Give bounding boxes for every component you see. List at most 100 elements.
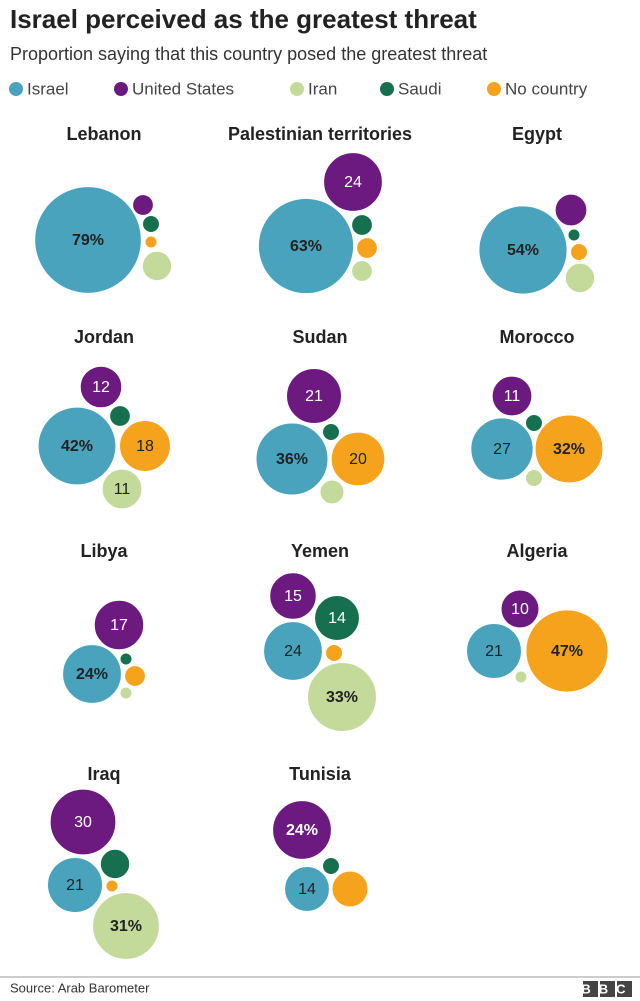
bubble (525, 469, 543, 487)
chart-title: Israel perceived as the greatest threat (10, 4, 477, 34)
panel-title: Tunisia (289, 764, 352, 784)
bubble (269, 572, 317, 620)
value-label: 30 (74, 814, 92, 831)
bubble (124, 665, 146, 687)
bubble (257, 197, 355, 295)
bubble (534, 414, 604, 484)
value-label: 32% (553, 441, 585, 458)
bubble (567, 228, 581, 242)
panel-title: Yemen (291, 541, 349, 561)
bubble (554, 193, 588, 227)
bubble (109, 405, 131, 427)
value-label: 20 (349, 451, 367, 468)
bubble (307, 662, 377, 732)
bubble (119, 652, 133, 666)
bubble (570, 243, 588, 261)
bubble (255, 422, 329, 496)
bubble (47, 857, 103, 913)
bubble (99, 848, 131, 880)
legend-label: Iran (308, 79, 337, 98)
bubble (37, 406, 117, 486)
bubble (144, 235, 158, 249)
value-label: 12 (92, 379, 110, 396)
value-label: 33% (326, 689, 358, 706)
value-label: 24 (344, 174, 362, 191)
bubble (466, 623, 522, 679)
bubble (323, 152, 383, 212)
bubble (101, 468, 143, 510)
bubble (284, 866, 330, 912)
value-label: 21 (66, 877, 84, 894)
bubble (525, 414, 543, 432)
brand: BBC (581, 981, 633, 996)
value-label: 21 (305, 388, 323, 405)
bubble (272, 800, 332, 860)
legend-label: Israel (27, 79, 69, 98)
bubble (322, 857, 340, 875)
bubble (514, 670, 528, 684)
chart-subtitle: Proportion saying that this country pose… (10, 44, 487, 64)
value-label: 24 (284, 643, 302, 660)
bubble (331, 870, 369, 908)
bubble (34, 186, 142, 294)
bubble (491, 375, 533, 417)
legend-swatch (114, 82, 128, 96)
value-label: 11 (114, 481, 131, 498)
value-label: 15 (284, 588, 302, 605)
bubble (105, 879, 119, 893)
bubble (49, 788, 117, 856)
panel-title: Jordan (74, 327, 134, 347)
bubble (286, 368, 342, 424)
panel-title: Sudan (292, 327, 347, 347)
bubble (325, 644, 343, 662)
bubble (141, 250, 173, 282)
value-label: 27 (493, 441, 511, 458)
panel-title: Iraq (87, 764, 120, 784)
bubble (142, 215, 160, 233)
bubble (322, 423, 340, 441)
value-label: 54% (507, 242, 539, 259)
bubble (470, 417, 534, 481)
value-label: 17 (110, 617, 128, 634)
bubble (119, 686, 133, 700)
panel-title: Algeria (506, 541, 568, 561)
value-label: 11 (504, 388, 521, 405)
value-label: 14 (298, 881, 316, 898)
legend-label: United States (132, 79, 234, 98)
value-label: 47% (551, 643, 583, 660)
bubble (263, 621, 323, 681)
value-label: 42% (61, 438, 93, 455)
legend-swatch (487, 82, 501, 96)
value-label: 79% (72, 232, 104, 249)
legend-label: No country (505, 79, 588, 98)
panel-title: Lebanon (67, 124, 142, 144)
bubble (351, 214, 373, 236)
bubble (93, 599, 145, 651)
panel-title: Libya (80, 541, 128, 561)
value-label: 31% (110, 918, 142, 935)
value-label: 14 (328, 610, 346, 627)
value-label: 24% (286, 822, 318, 839)
bubble (62, 644, 122, 704)
legend-swatch (9, 82, 23, 96)
bubble (525, 609, 609, 693)
legend-swatch (290, 82, 304, 96)
value-label: 18 (136, 438, 154, 455)
panel-title: Morocco (499, 327, 574, 347)
bubble (119, 420, 171, 472)
bubble (314, 595, 360, 641)
bubble (330, 431, 386, 487)
bubble (92, 892, 160, 960)
value-label: 63% (290, 238, 322, 255)
value-label: 24% (76, 666, 108, 683)
bubble (356, 237, 378, 259)
bubble (132, 194, 154, 216)
bubble (79, 365, 123, 409)
bubble (319, 479, 345, 505)
bubble (564, 262, 596, 294)
bubble (500, 589, 540, 629)
value-label: 10 (511, 601, 529, 618)
bubble (351, 260, 373, 282)
legend-swatch (380, 82, 394, 96)
